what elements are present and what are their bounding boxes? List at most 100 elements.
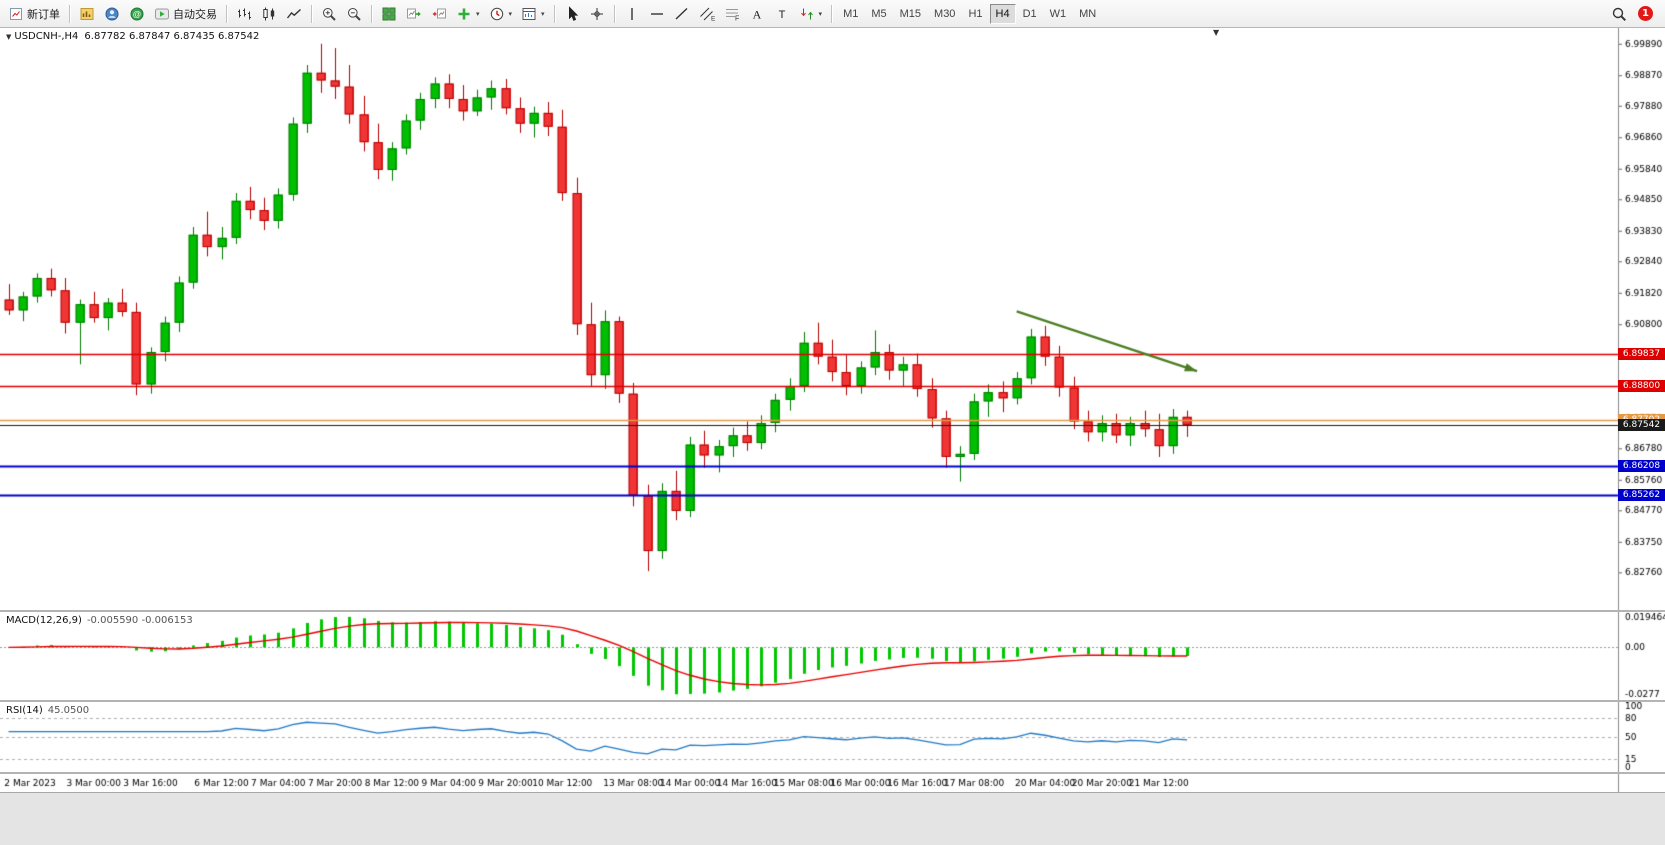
tile-windows-button[interactable] bbox=[377, 3, 401, 25]
chart-type-line-button[interactable] bbox=[282, 3, 306, 25]
toolbar-separator bbox=[831, 4, 833, 23]
resistance-tag-2: 6.88800 bbox=[1618, 379, 1665, 392]
chart-type-bars-button[interactable] bbox=[232, 3, 256, 25]
chart-type-candles-button[interactable] bbox=[257, 3, 281, 25]
rsi-canvas[interactable] bbox=[0, 702, 1665, 772]
toolbar: 新订单 @ 自动交易 ▾ ▾ ▾ E F A bbox=[0, 0, 1665, 28]
chart-window-icon bbox=[79, 6, 95, 22]
timeframe-m5[interactable]: M5 bbox=[865, 4, 892, 24]
chart-shift-marker: ▼ bbox=[1213, 28, 1220, 37]
status-strip bbox=[0, 792, 1665, 845]
ohlc-values: 6.87782 6.87847 6.87435 6.87542 bbox=[84, 31, 260, 42]
autotrade-button[interactable]: 自动交易 bbox=[150, 3, 221, 25]
new-order-button[interactable]: 新订单 bbox=[4, 3, 64, 25]
trendline-button[interactable] bbox=[670, 3, 694, 25]
svg-text:@: @ bbox=[133, 9, 142, 19]
timeframe-h4[interactable]: H4 bbox=[989, 3, 1016, 24]
cursor-button[interactable] bbox=[560, 3, 584, 25]
fibonacci-icon: F bbox=[724, 6, 740, 22]
label-icon: T bbox=[774, 6, 790, 22]
arrows-icon bbox=[799, 6, 815, 22]
resistance-tag-1: 6.89837 bbox=[1618, 347, 1665, 360]
macd-name: MACD(12,26,9) bbox=[6, 615, 82, 626]
periods-button[interactable]: ▾ bbox=[485, 3, 517, 25]
autotrade-label: 自动交易 bbox=[173, 8, 217, 21]
collapse-chart-icon[interactable]: ▼ bbox=[6, 33, 12, 41]
profile-icon bbox=[104, 6, 120, 22]
bars-chart-icon bbox=[236, 6, 252, 22]
timeframe-mn[interactable]: MN bbox=[1073, 4, 1102, 24]
toolbar-separator bbox=[371, 4, 372, 23]
support-tag-1: 6.86208 bbox=[1618, 459, 1665, 472]
rsi-panel: RSI(14) 45.0500 bbox=[0, 700, 1665, 772]
macd-values: -0.005590 -0.006153 bbox=[86, 615, 193, 626]
price-panel: ▼ USDCNH-,H4 6.87782 6.87847 6.87435 6.875… bbox=[0, 28, 1665, 610]
search-icon bbox=[1611, 6, 1627, 22]
timeframe-m30[interactable]: M30 bbox=[928, 4, 961, 24]
chart-title: ▼ USDCNH-,H4 6.87782 6.87847 6.87435 6.875… bbox=[6, 31, 259, 42]
toolbar-right-group: 1 bbox=[1607, 3, 1661, 25]
toolbar-separator bbox=[311, 4, 312, 23]
current-price-tag: 6.87542 bbox=[1618, 418, 1665, 431]
candles-chart-icon bbox=[261, 6, 277, 22]
chevron-down-icon: ▾ bbox=[476, 10, 480, 18]
chevron-down-icon: ▾ bbox=[508, 10, 513, 18]
toolbar-separator bbox=[553, 4, 555, 23]
search-button[interactable] bbox=[1607, 3, 1631, 25]
macd-label: MACD(12,26,9) -0.005590 -0.006153 bbox=[6, 615, 193, 626]
svg-text:F: F bbox=[735, 15, 739, 22]
channel-button[interactable]: E bbox=[695, 3, 719, 25]
chevron-down-icon: ▾ bbox=[818, 10, 823, 18]
text-icon: A bbox=[749, 6, 765, 22]
new-order-label: 新订单 bbox=[27, 8, 60, 21]
chart-shift-button[interactable] bbox=[427, 3, 451, 25]
rsi-value: 45.0500 bbox=[47, 705, 90, 716]
community-button[interactable]: @ bbox=[125, 3, 149, 25]
vertical-line-icon bbox=[624, 6, 640, 22]
chart-window: ▼ USDCNH-,H4 6.87782 6.87847 6.87435 6.875… bbox=[0, 28, 1665, 792]
chevron-down-icon: ▾ bbox=[541, 10, 545, 18]
line-chart-icon bbox=[286, 6, 302, 22]
arrows-shapes-button[interactable]: ▾ bbox=[795, 3, 827, 25]
macd-panel: MACD(12,26,9) -0.005590 -0.006153 bbox=[0, 610, 1665, 700]
price-chart-canvas[interactable] bbox=[0, 28, 1665, 610]
autotrade-icon bbox=[154, 6, 170, 22]
horizontal-line-button[interactable] bbox=[645, 3, 669, 25]
equidistant-channel-icon: E bbox=[699, 6, 716, 22]
indicators-button[interactable]: ▾ bbox=[452, 3, 484, 25]
notification-badge[interactable]: 1 bbox=[1638, 6, 1653, 21]
zoom-out-icon bbox=[346, 6, 362, 22]
profiles-button[interactable] bbox=[100, 3, 124, 25]
time-axis-canvas[interactable] bbox=[0, 774, 1665, 792]
svg-text:E: E bbox=[711, 15, 715, 22]
clock-icon bbox=[489, 6, 505, 22]
timeframe-m15[interactable]: M15 bbox=[894, 4, 927, 24]
vertical-line-button[interactable] bbox=[620, 3, 644, 25]
text-label-button[interactable]: T bbox=[770, 3, 794, 25]
template-icon bbox=[521, 6, 537, 22]
rsi-name: RSI(14) bbox=[6, 705, 43, 716]
fibonacci-button[interactable]: F bbox=[720, 3, 744, 25]
new-chart-button[interactable] bbox=[75, 3, 99, 25]
templates-button[interactable]: ▾ bbox=[517, 3, 549, 25]
zoom-out-button[interactable] bbox=[342, 3, 366, 25]
symbol-period-label: USDCNH-,H4 bbox=[14, 31, 79, 42]
community-icon: @ bbox=[129, 6, 145, 22]
chart-shift-icon bbox=[431, 6, 447, 22]
crosshair-button[interactable] bbox=[585, 3, 609, 25]
timeframe-m1[interactable]: M1 bbox=[837, 4, 864, 24]
zoom-in-button[interactable] bbox=[317, 3, 341, 25]
timeframe-h1[interactable]: H1 bbox=[962, 4, 988, 24]
svg-text:T: T bbox=[778, 9, 785, 21]
time-axis-panel bbox=[0, 772, 1665, 792]
add-indicator-icon bbox=[456, 6, 472, 22]
horizontal-line-icon bbox=[649, 6, 665, 22]
auto-scroll-button[interactable] bbox=[402, 3, 426, 25]
timeframe-d1[interactable]: D1 bbox=[1017, 4, 1043, 24]
rsi-label: RSI(14) 45.0500 bbox=[6, 705, 89, 716]
timeframe-w1[interactable]: W1 bbox=[1044, 4, 1073, 24]
text-button[interactable]: A bbox=[745, 3, 769, 25]
toolbar-separator bbox=[613, 4, 615, 23]
macd-canvas[interactable] bbox=[0, 612, 1665, 700]
